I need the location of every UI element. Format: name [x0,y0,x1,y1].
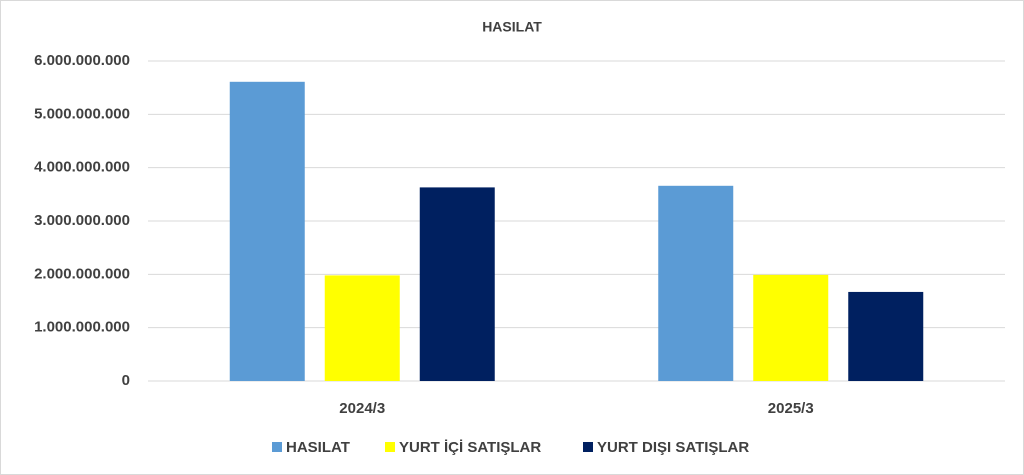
x-tick-label: 2024/3 [339,400,385,417]
bar [419,187,495,381]
y-tick-label: 6.000.000.000 [34,52,130,69]
y-tick-label: 3.000.000.000 [34,212,130,229]
y-tick-label: 2.000.000.000 [34,265,130,282]
x-tick-label: 2025/3 [768,400,814,417]
bar [848,291,924,381]
y-tick-label: 4.000.000.000 [34,159,130,176]
legend-label: HASILAT [286,439,350,456]
bar [229,81,305,382]
bar [753,274,829,381]
bar [658,185,734,381]
y-tick-label: 5.000.000.000 [34,105,130,122]
legend-label: YURT DIŞI SATIŞLAR [597,439,749,456]
legend-swatch [272,442,282,452]
legend-swatch [583,442,593,452]
legend-label: YURT İÇİ SATIŞLAR [399,439,541,456]
y-tick-label: 0 [122,372,130,389]
chart-title: HASILAT [482,19,542,35]
bar [324,275,400,381]
legend-swatch [385,442,395,452]
y-tick-label: 1.000.000.000 [34,319,130,336]
